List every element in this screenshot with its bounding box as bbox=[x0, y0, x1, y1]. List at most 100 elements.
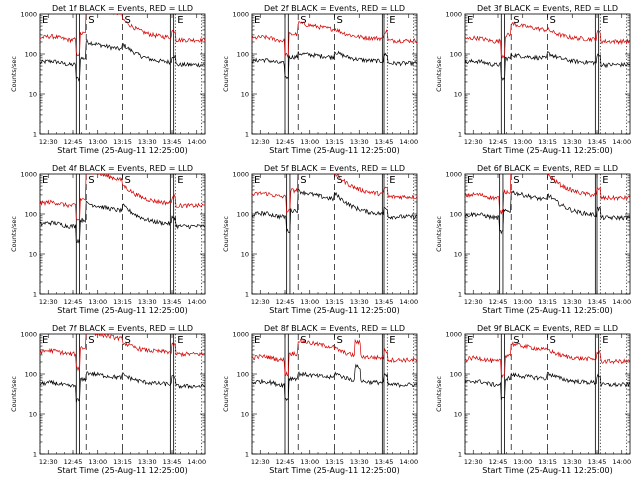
y-tick-label: 1 bbox=[33, 291, 37, 299]
y-tick-label: 1000 bbox=[232, 11, 249, 19]
x-tick-label: 14:00 bbox=[612, 138, 631, 146]
y-tick-label: 1 bbox=[458, 131, 462, 139]
marker-label: S bbox=[337, 15, 343, 26]
x-axis-label: Start Time (25-Aug-11 12:25:00) bbox=[482, 466, 613, 475]
marker-label: S bbox=[513, 15, 519, 26]
marker-label: S bbox=[337, 175, 343, 186]
panel-title: Det 9f BLACK = Events, RED = LLD bbox=[477, 324, 618, 333]
x-tick-label: 12:30 bbox=[39, 138, 58, 146]
panel-det-1: Det 1f BLACK = Events, RED = LLD 1 10 100 10… bbox=[10, 4, 206, 155]
series-lld bbox=[40, 334, 205, 372]
x-tick-label: 13:15 bbox=[538, 138, 557, 146]
y-axis-label: Counts/sec bbox=[10, 376, 18, 412]
x-tick-label: 13:45 bbox=[375, 458, 394, 466]
series-lld bbox=[465, 341, 630, 379]
y-tick-label: 1 bbox=[458, 451, 462, 459]
marker-label: E bbox=[177, 335, 183, 346]
y-tick-label: 1000 bbox=[445, 11, 462, 19]
x-tick-label: 13:15 bbox=[113, 298, 132, 306]
panel-det-4: Det 4f BLACK = Events, RED = LLD 1 10 100 10… bbox=[10, 164, 206, 315]
x-tick-label: 13:15 bbox=[538, 458, 557, 466]
y-axis-label: Counts/sec bbox=[435, 216, 443, 252]
y-axis-label: Counts/sec bbox=[10, 216, 18, 252]
x-tick-label: 13:00 bbox=[513, 138, 532, 146]
x-axis-label: Start Time (25-Aug-11 12:25:00) bbox=[269, 146, 400, 155]
y-tick-label: 100 bbox=[450, 51, 462, 59]
x-tick-label: 13:30 bbox=[138, 458, 157, 466]
x-tick-label: 14:00 bbox=[187, 138, 206, 146]
x-tick-label: 13:15 bbox=[325, 458, 344, 466]
series-events bbox=[465, 371, 630, 400]
y-tick-label: 100 bbox=[25, 51, 37, 59]
x-tick-label: 12:30 bbox=[251, 458, 270, 466]
panel-title: Det 7f BLACK = Events, RED = LLD bbox=[52, 324, 193, 333]
x-tick-label: 13:00 bbox=[88, 298, 107, 306]
y-tick-label: 10 bbox=[29, 411, 37, 419]
panel-det-7: Det 7f BLACK = Events, RED = LLD 1 10 100 10… bbox=[10, 324, 206, 475]
y-axis-label: Counts/sec bbox=[10, 56, 18, 92]
y-tick-label: 1 bbox=[245, 291, 249, 299]
marker-label: S bbox=[125, 335, 131, 346]
x-tick-label: 12:30 bbox=[39, 298, 58, 306]
series-lld bbox=[465, 21, 630, 59]
x-tick-label: 12:45 bbox=[489, 298, 508, 306]
x-tick-label: 13:45 bbox=[588, 298, 607, 306]
x-tick-label: 13:15 bbox=[113, 138, 132, 146]
x-tick-label: 12:45 bbox=[64, 138, 83, 146]
series-events bbox=[40, 371, 205, 403]
x-tick-label: 13:45 bbox=[163, 298, 182, 306]
x-tick-label: 13:00 bbox=[300, 138, 319, 146]
marker-label: S bbox=[125, 15, 131, 26]
marker-label: E bbox=[389, 335, 395, 346]
x-tick-label: 13:00 bbox=[513, 458, 532, 466]
panel-det-6: Det 6f BLACK = Events, RED = LLD 1 10 100 10… bbox=[435, 164, 631, 315]
y-axis-label: Counts/sec bbox=[222, 216, 230, 252]
x-tick-label: 13:15 bbox=[113, 458, 132, 466]
x-tick-label: 14:00 bbox=[399, 458, 418, 466]
y-tick-label: 100 bbox=[237, 211, 249, 219]
series-lld bbox=[252, 20, 417, 58]
y-tick-label: 1000 bbox=[445, 171, 462, 179]
marker-label: E bbox=[254, 175, 260, 186]
x-tick-label: 14:00 bbox=[612, 458, 631, 466]
x-tick-label: 14:00 bbox=[399, 138, 418, 146]
series-lld bbox=[40, 14, 205, 57]
panel-det-2: Det 2f BLACK = Events, RED = LLD 1 10 100 10… bbox=[222, 4, 418, 155]
x-tick-label: 13:15 bbox=[325, 298, 344, 306]
panel-title: Det 1f BLACK = Events, RED = LLD bbox=[52, 4, 193, 13]
marker-label: E bbox=[467, 15, 473, 26]
marker-label: S bbox=[300, 15, 306, 26]
y-tick-label: 1 bbox=[33, 131, 37, 139]
x-tick-label: 12:45 bbox=[64, 458, 83, 466]
marker-label: E bbox=[177, 15, 183, 26]
series-lld bbox=[465, 174, 630, 215]
x-tick-label: 13:00 bbox=[88, 138, 107, 146]
y-tick-label: 10 bbox=[241, 251, 249, 259]
marker-label: E bbox=[467, 335, 473, 346]
panel-title: Det 4f BLACK = Events, RED = LLD bbox=[52, 164, 193, 173]
y-tick-label: 1 bbox=[33, 451, 37, 459]
y-tick-label: 1000 bbox=[20, 171, 37, 179]
x-tick-label: 13:45 bbox=[375, 298, 394, 306]
marker-label: S bbox=[88, 175, 94, 186]
x-tick-label: 12:45 bbox=[276, 458, 295, 466]
x-tick-label: 12:45 bbox=[489, 138, 508, 146]
y-tick-label: 1 bbox=[458, 291, 462, 299]
marker-label: S bbox=[550, 335, 556, 346]
panel-det-9: Det 9f BLACK = Events, RED = LLD 1 10 100 10… bbox=[435, 324, 631, 475]
y-tick-label: 10 bbox=[454, 91, 462, 99]
panel-det-8: Det 8f BLACK = Events, RED = LLD 1 10 100 10… bbox=[222, 324, 418, 475]
y-axis-label: Counts/sec bbox=[222, 56, 230, 92]
marker-label: S bbox=[125, 175, 131, 186]
marker-label: E bbox=[254, 15, 260, 26]
panel-det-5: Det 5f BLACK = Events, RED = LLD 1 10 100 10… bbox=[222, 164, 418, 315]
y-tick-label: 1 bbox=[245, 131, 249, 139]
x-tick-label: 12:45 bbox=[276, 298, 295, 306]
x-axis-label: Start Time (25-Aug-11 12:25:00) bbox=[269, 306, 400, 315]
series-lld bbox=[252, 338, 417, 377]
x-axis-label: Start Time (25-Aug-11 12:25:00) bbox=[57, 146, 188, 155]
x-tick-label: 13:45 bbox=[163, 458, 182, 466]
x-tick-label: 13:30 bbox=[138, 138, 157, 146]
y-tick-label: 10 bbox=[29, 91, 37, 99]
